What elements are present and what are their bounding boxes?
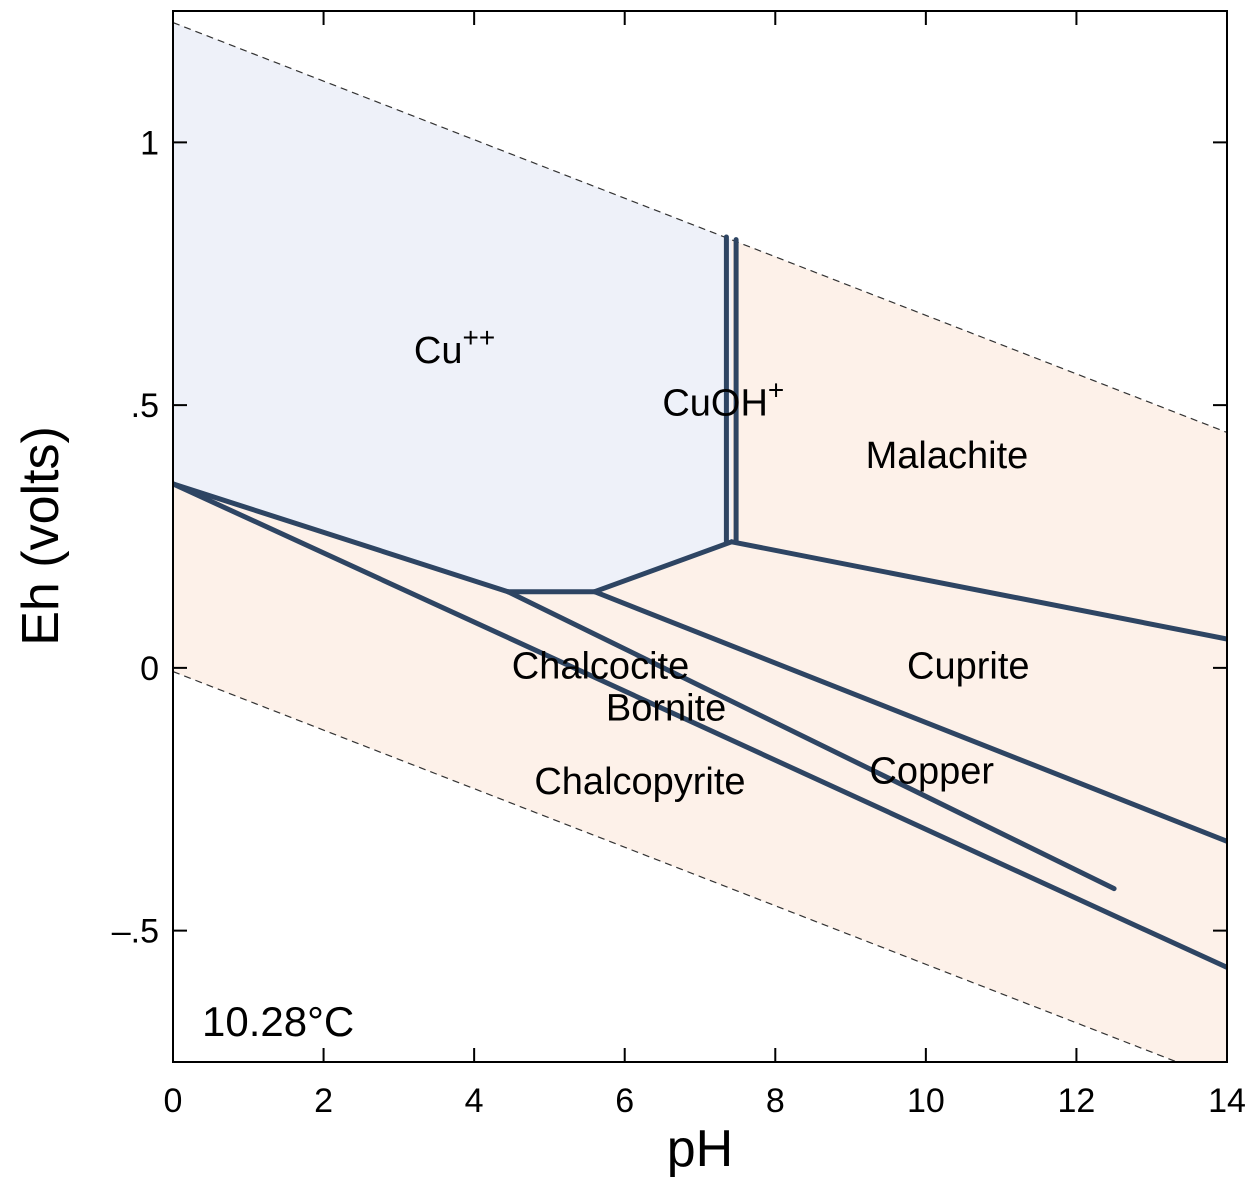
y-axis-title: Eh (volts) (12, 426, 70, 646)
field-label-cuprite: Cuprite (907, 645, 1029, 687)
x-axis-title: pH (667, 1120, 733, 1178)
boundary-line-8 (505, 589, 1117, 892)
x-tick-label-1: 2 (314, 1082, 333, 1120)
field-label-copper: Copper (869, 750, 994, 792)
field-label-chalcocite: Chalcocite (512, 645, 689, 687)
x-tick-label-4: 8 (766, 1082, 785, 1120)
x-tick-label-5: 10 (907, 1082, 945, 1120)
y-tick-label-0: –.5 (112, 913, 159, 951)
field-label-bornite: Bornite (606, 687, 726, 729)
field-label-cu: Cu++ (414, 322, 495, 372)
field-label-cuoh: CuOH+ (662, 375, 784, 425)
x-tick-label-6: 12 (1058, 1082, 1096, 1120)
x-tick-label-2: 4 (465, 1082, 484, 1120)
y-tick-label-1: 0 (140, 650, 159, 688)
axis-tick-labels: 0 2 4 6 8 10 12 14 –.5 0 .5 1 (112, 124, 1246, 1120)
aqueous-stability-region (173, 22, 732, 592)
field-boundaries (173, 234, 1227, 970)
boundary-line-3 (592, 539, 735, 595)
field-labels: Cu++ CuOH+ Malachite Cuprite ChalcociteBorni… (414, 322, 1030, 803)
boundary-line-9 (173, 481, 1227, 970)
plot-area (173, 11, 1227, 1062)
y-tick-label-3: 1 (140, 124, 159, 162)
y-tick-label-2: .5 (131, 387, 159, 425)
boundary-line-1 (173, 481, 511, 595)
x-tick-label-7: 14 (1208, 1082, 1246, 1120)
field-label-malachite: Malachite (866, 435, 1029, 477)
plot-frame (172, 10, 1228, 1063)
x-tick-label-0: 0 (164, 1082, 183, 1120)
water-upper-limit-line (173, 22, 1227, 434)
x-tick-label-3: 6 (615, 1082, 634, 1120)
water-lower-limit-line (173, 670, 1179, 1062)
field-label-chalcopyrite: Chalcopyrite (534, 761, 745, 803)
temperature-label: 10.28°C (202, 998, 354, 1045)
boundary-line-4 (729, 539, 1227, 642)
axis-ticks (172, 11, 1228, 1062)
boundary-line-7 (592, 589, 1227, 844)
